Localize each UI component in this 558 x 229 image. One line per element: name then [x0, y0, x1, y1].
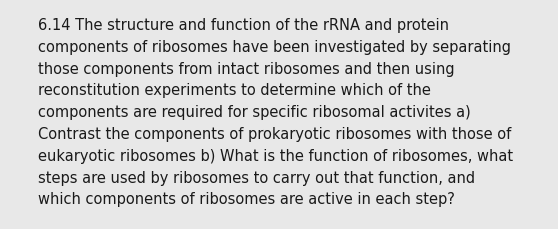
- Text: those components from intact ribosomes and then using: those components from intact ribosomes a…: [38, 61, 455, 76]
- Text: components of ribosomes have been investigated by separating: components of ribosomes have been invest…: [38, 40, 511, 55]
- Text: Contrast the components of prokaryotic ribosomes with those of: Contrast the components of prokaryotic r…: [38, 126, 511, 141]
- Text: steps are used by ribosomes to carry out that function, and: steps are used by ribosomes to carry out…: [38, 170, 475, 185]
- Text: components are required for specific ribosomal activites a): components are required for specific rib…: [38, 105, 471, 120]
- Text: eukaryotic ribosomes b) What is the function of ribosomes, what: eukaryotic ribosomes b) What is the func…: [38, 148, 513, 163]
- Text: 6.14 The structure and function of the rRNA and protein: 6.14 The structure and function of the r…: [38, 18, 449, 33]
- Text: which components of ribosomes are active in each step?: which components of ribosomes are active…: [38, 192, 455, 207]
- Text: reconstitution experiments to determine which of the: reconstitution experiments to determine …: [38, 83, 431, 98]
